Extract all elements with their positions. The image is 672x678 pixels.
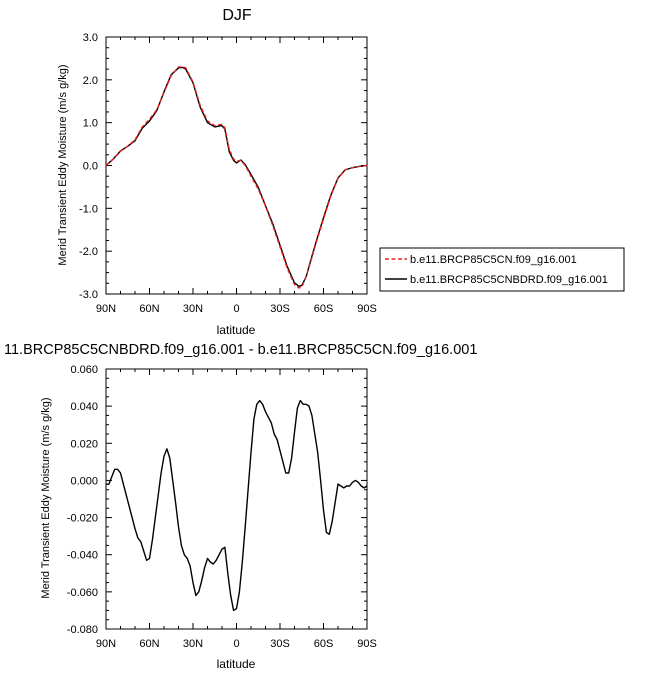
panel1-x-tick-label: 30S: [270, 303, 290, 315]
panel2-title: 11.BRCP85C5CNBDRD.f09_g16.001 - b.e11.BR…: [4, 342, 477, 358]
panel2-y-tick-label: -0.060: [67, 587, 98, 599]
panel1-y-tick-label: -2.0: [79, 246, 98, 258]
panel1-y-tick-label: 2.0: [83, 75, 98, 87]
panel1-series-line-1: [105, 66, 368, 289]
panel2-y-tick-label: -0.080: [67, 624, 98, 636]
panel1-x-tick-label: 90N: [96, 303, 116, 315]
panel1-x-tick-label: 90S: [357, 303, 377, 315]
panel1-x-axis-label: latitude: [217, 323, 256, 337]
panel2-x-tick-label: 60N: [139, 638, 159, 650]
panel1-y-tick-label: 0.0: [83, 161, 98, 173]
panel2-y-tick-label: 0.060: [70, 364, 98, 376]
panel1-plot-frame: [105, 36, 368, 295]
panel2-x-tick-label: 30N: [183, 638, 203, 650]
panel-difference: 11.BRCP85C5CNBDRD.f09_g16.001 - b.e11.BR…: [4, 342, 477, 671]
panel1-x-tick-label: 60S: [314, 303, 334, 315]
panel1-series-line-2: [105, 66, 368, 287]
panel2-y-axis-label: Merid Transient Eddy Moisture (m/s g/kg): [40, 397, 52, 598]
legend-label-series-1: b.e11.BRCP85C5CN.f09_g16.001: [410, 254, 577, 266]
panel2-series-lines: [106, 399, 368, 612]
panel1-y-tick-label: -1.0: [79, 203, 98, 215]
panel2-x-axis-label: latitude: [217, 657, 256, 671]
legend-box: [379, 247, 625, 292]
legend: b.e11.BRCP85C5CN.f09_g16.001 b.e11.BRCP8…: [379, 247, 625, 292]
panel-djf: DJF -3.0 -2.0 -1.0 0.0 1.0 2.0 3.0 90N 60N 30N 0 3…: [57, 7, 625, 337]
panel1-y-axis-label: Merid Transient Eddy Moisture (m/s g/kg): [57, 64, 69, 265]
panel2-x-tick-label: 0: [233, 638, 239, 650]
panel2-plot-frame: [105, 368, 368, 630]
panel2-y-axis: -0.080 -0.060 -0.040 -0.020 0.000 0.020 0.040 0…: [67, 364, 367, 636]
panel1-y-axis: -3.0 -2.0 -1.0 0.0 1.0 2.0 3.0: [79, 32, 367, 301]
panel2-y-tick-label: -0.040: [67, 550, 98, 562]
panel1-y-tick-label: 1.0: [83, 118, 98, 130]
panel2-y-tick-label: -0.020: [67, 513, 98, 525]
panel1-y-tick-label: 3.0: [83, 32, 98, 44]
panel1-x-axis: 90N 60N 30N 0 30S 60S 90S: [96, 37, 377, 315]
panel2-x-tick-label: 30S: [270, 638, 290, 650]
panel1-x-tick-label: 0: [233, 303, 239, 315]
panel2-y-tick-label: 0.000: [70, 475, 98, 487]
panel2-x-tick-label: 90S: [357, 638, 377, 650]
panel2-x-axis: 90N 60N 30N 0 30S 60S 90S: [96, 369, 377, 650]
panel1-x-tick-label: 30N: [183, 303, 203, 315]
panel2-y-tick-label: 0.040: [70, 401, 98, 413]
panel2-x-tick-label: 60S: [314, 638, 334, 650]
panel2-y-tick-label: 0.020: [70, 438, 98, 450]
panel1-y-tick-label: -3.0: [79, 289, 98, 301]
panel2-x-tick-label: 90N: [96, 638, 116, 650]
panel2-series-line-1: [106, 399, 368, 612]
panel1-title: DJF: [222, 7, 252, 24]
panel1-x-tick-label: 60N: [139, 303, 159, 315]
legend-label-series-2: b.e11.BRCP85C5CNBDRD.f09_g16.001: [410, 274, 608, 286]
panel1-series-lines: [105, 66, 368, 289]
